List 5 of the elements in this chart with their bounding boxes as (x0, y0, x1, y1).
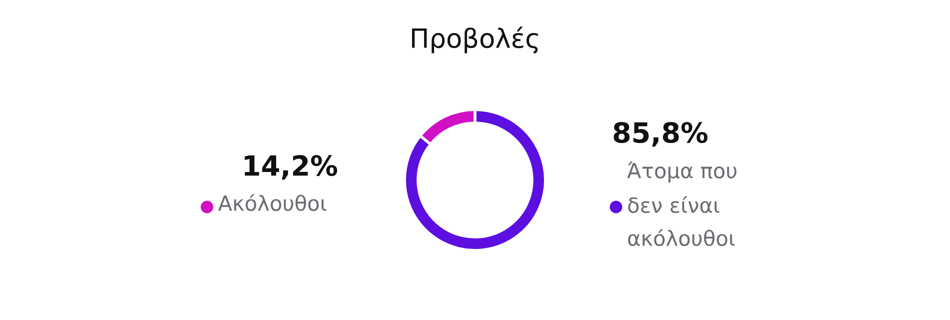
chart-title: Προβολές (412, 26, 538, 54)
data-label: 14,2% (244, 155, 338, 180)
legend-label: Ακόλουθοι (218, 194, 326, 212)
legend-label: Άτομα που δεν είναι ακόλουθοι (627, 162, 736, 246)
data-label: 85,8% (614, 122, 708, 147)
